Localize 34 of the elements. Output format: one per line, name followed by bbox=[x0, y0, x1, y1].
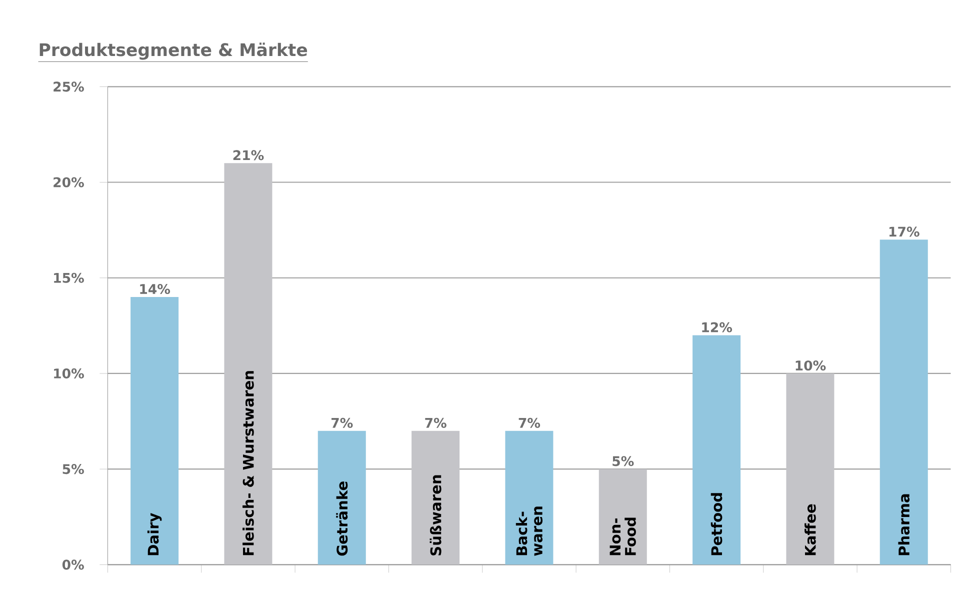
data-label: 5% bbox=[612, 456, 634, 466]
data-label: 17% bbox=[889, 226, 920, 237]
y-tick-label: 20% bbox=[54, 177, 84, 188]
bar bbox=[224, 163, 272, 565]
data-label: 21% bbox=[233, 150, 264, 160]
x-tick-label: Fleisch- & Wurstwaren bbox=[242, 371, 254, 556]
data-label: 10% bbox=[796, 360, 826, 371]
data-label: 12% bbox=[702, 322, 732, 332]
data-label: 7% bbox=[518, 418, 540, 428]
bar bbox=[598, 469, 647, 565]
y-tick-label: 25% bbox=[54, 82, 84, 92]
x-tick-label: Back-waren bbox=[516, 506, 543, 556]
data-label: 7% bbox=[332, 418, 353, 428]
bar bbox=[692, 335, 741, 565]
x-tick-label: Petfood bbox=[710, 493, 722, 556]
y-tick-label: 0% bbox=[62, 560, 84, 570]
y-tick-label: 5% bbox=[62, 464, 84, 474]
x-tick-label: Non-Food bbox=[610, 518, 636, 556]
data-label: 14% bbox=[140, 284, 170, 294]
bar bbox=[318, 430, 366, 565]
bar bbox=[505, 430, 554, 565]
bar bbox=[786, 373, 834, 565]
x-tick-label: Getränke bbox=[336, 482, 348, 556]
bar bbox=[130, 296, 179, 565]
chart-title: Produktsegmente & Märkte bbox=[40, 42, 308, 60]
y-tick-label: 15% bbox=[54, 272, 84, 283]
bar bbox=[412, 430, 460, 565]
x-tick-label: Pharma bbox=[898, 494, 910, 556]
data-label: 7% bbox=[425, 418, 446, 428]
x-tick-label: Süßwaren bbox=[430, 475, 442, 556]
bar bbox=[880, 240, 928, 565]
y-tick-label: 10% bbox=[54, 368, 84, 378]
x-tick-label: Dairy bbox=[147, 512, 162, 556]
x-tick-label: Kaffee bbox=[804, 504, 816, 556]
